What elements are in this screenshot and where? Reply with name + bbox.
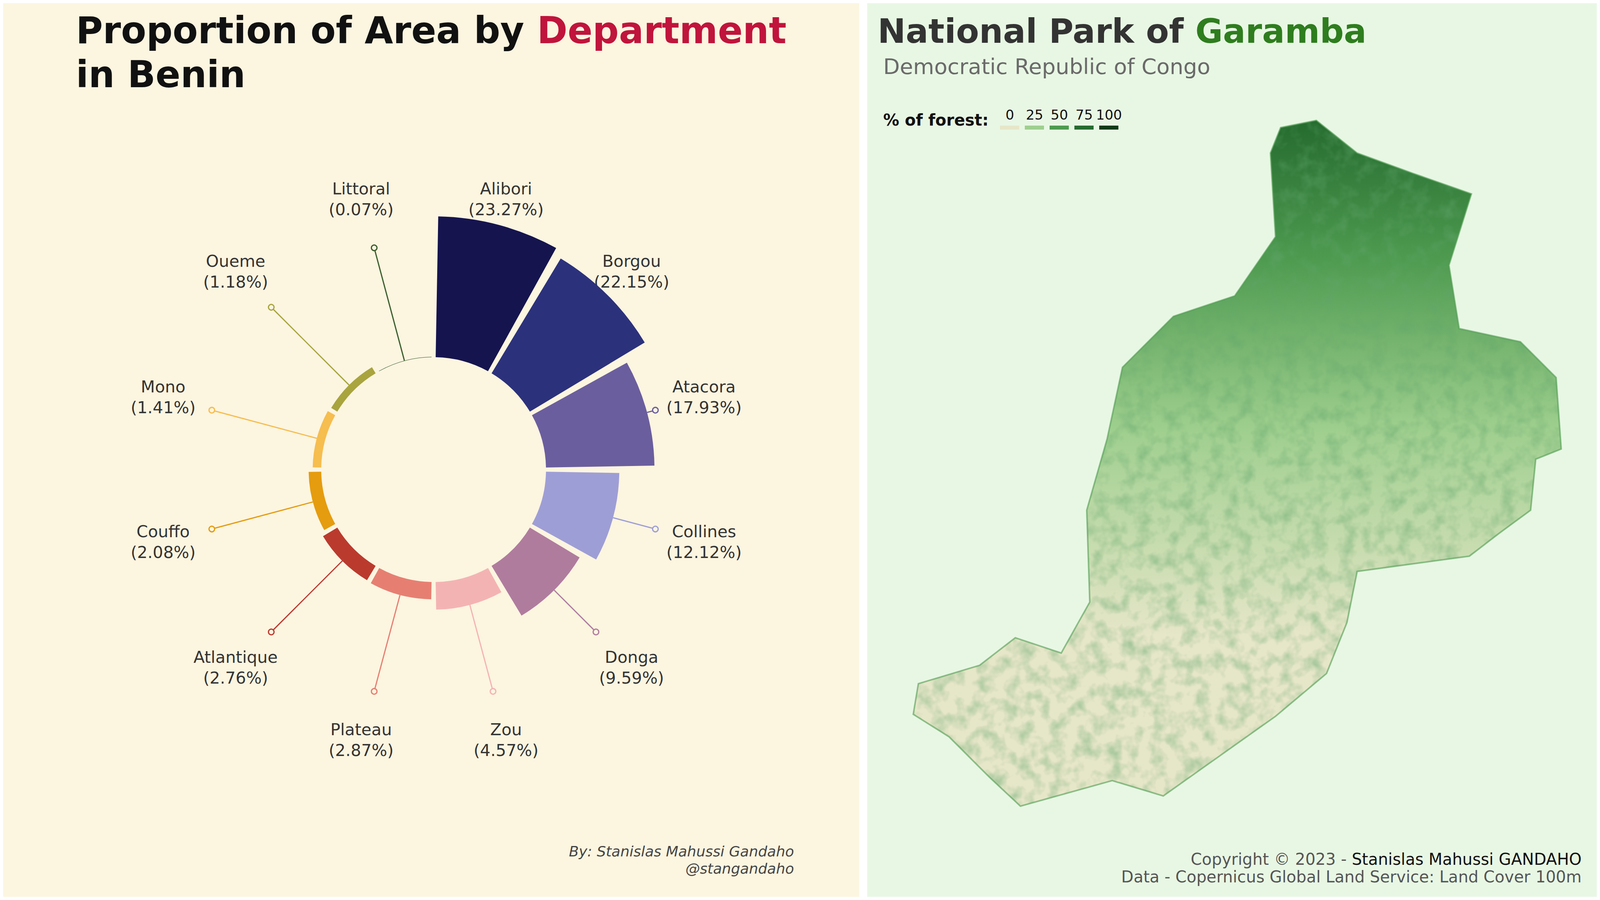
svg-text:(9.59%): (9.59%) — [599, 668, 664, 688]
svg-text:Atacora: Atacora — [672, 377, 736, 397]
svg-text:(2.76%): (2.76%) — [203, 668, 268, 688]
svg-text:(0.07%): (0.07%) — [328, 200, 394, 220]
svg-text:Mono: Mono — [140, 377, 186, 397]
svg-text:(12.12%): (12.12%) — [666, 542, 742, 562]
svg-text:Borgou: Borgou — [602, 251, 661, 271]
svg-text:Plateau: Plateau — [330, 720, 392, 740]
svg-text:Oueme: Oueme — [206, 251, 266, 271]
svg-text:(17.93%): (17.93%) — [666, 398, 742, 418]
html-text:50: 50 — [1050, 106, 1069, 123]
svg-text:(1.18%): (1.18%) — [203, 272, 268, 292]
svg-text:By: Stanislas Mahussi Gandaho: By: Stanislas Mahussi Gandaho — [568, 843, 794, 860]
svg-text:@stangandaho: @stangandaho — [685, 860, 794, 877]
html-text:Copyright © 2023 - Stanislas M: Copyright © 2023 - Stanislas Mahussi GAN… — [1190, 850, 1582, 869]
svg-text:Collines: Collines — [672, 522, 736, 542]
svg-text:(2.08%): (2.08%) — [130, 542, 196, 562]
html-text:Democratic Republic of Congo: Democratic Republic of Congo — [883, 54, 1211, 80]
html-text:Data - Copernicus Global Land: Data - Copernicus Global Land Service: L… — [1121, 867, 1582, 886]
svg-text:Atlantique: Atlantique — [193, 647, 278, 667]
svg-text:Zou: Zou — [490, 720, 522, 740]
svg-text:(4.57%): (4.57%) — [473, 740, 539, 760]
svg-text:Donga: Donga — [604, 647, 659, 667]
svg-text:Alibori: Alibori — [480, 179, 532, 199]
svg-text:(2.87%): (2.87%) — [328, 740, 394, 760]
html-text:25: 25 — [1025, 106, 1044, 123]
html-text:75 100: 75 100 — [1075, 106, 1122, 123]
svg-text:(1.41%): (1.41%) — [130, 398, 196, 418]
svg-text:Littoral: Littoral — [332, 179, 390, 199]
svg-text:in Benin: in Benin — [76, 53, 246, 96]
svg-text:Couffo: Couffo — [136, 522, 190, 542]
svg-text:Department: Department — [537, 9, 787, 52]
svg-text:(23.27%): (23.27%) — [468, 200, 544, 220]
html-text:% of forest:: % of forest: — [883, 110, 989, 130]
html-text:National Park of Garamba: National Park of Garamba — [877, 11, 1367, 51]
html-text:0: 0 — [1005, 106, 1015, 123]
svg-text:Proportion of Area by: Proportion of Area by — [76, 9, 538, 52]
svg-text:(22.15%): (22.15%) — [594, 272, 670, 292]
